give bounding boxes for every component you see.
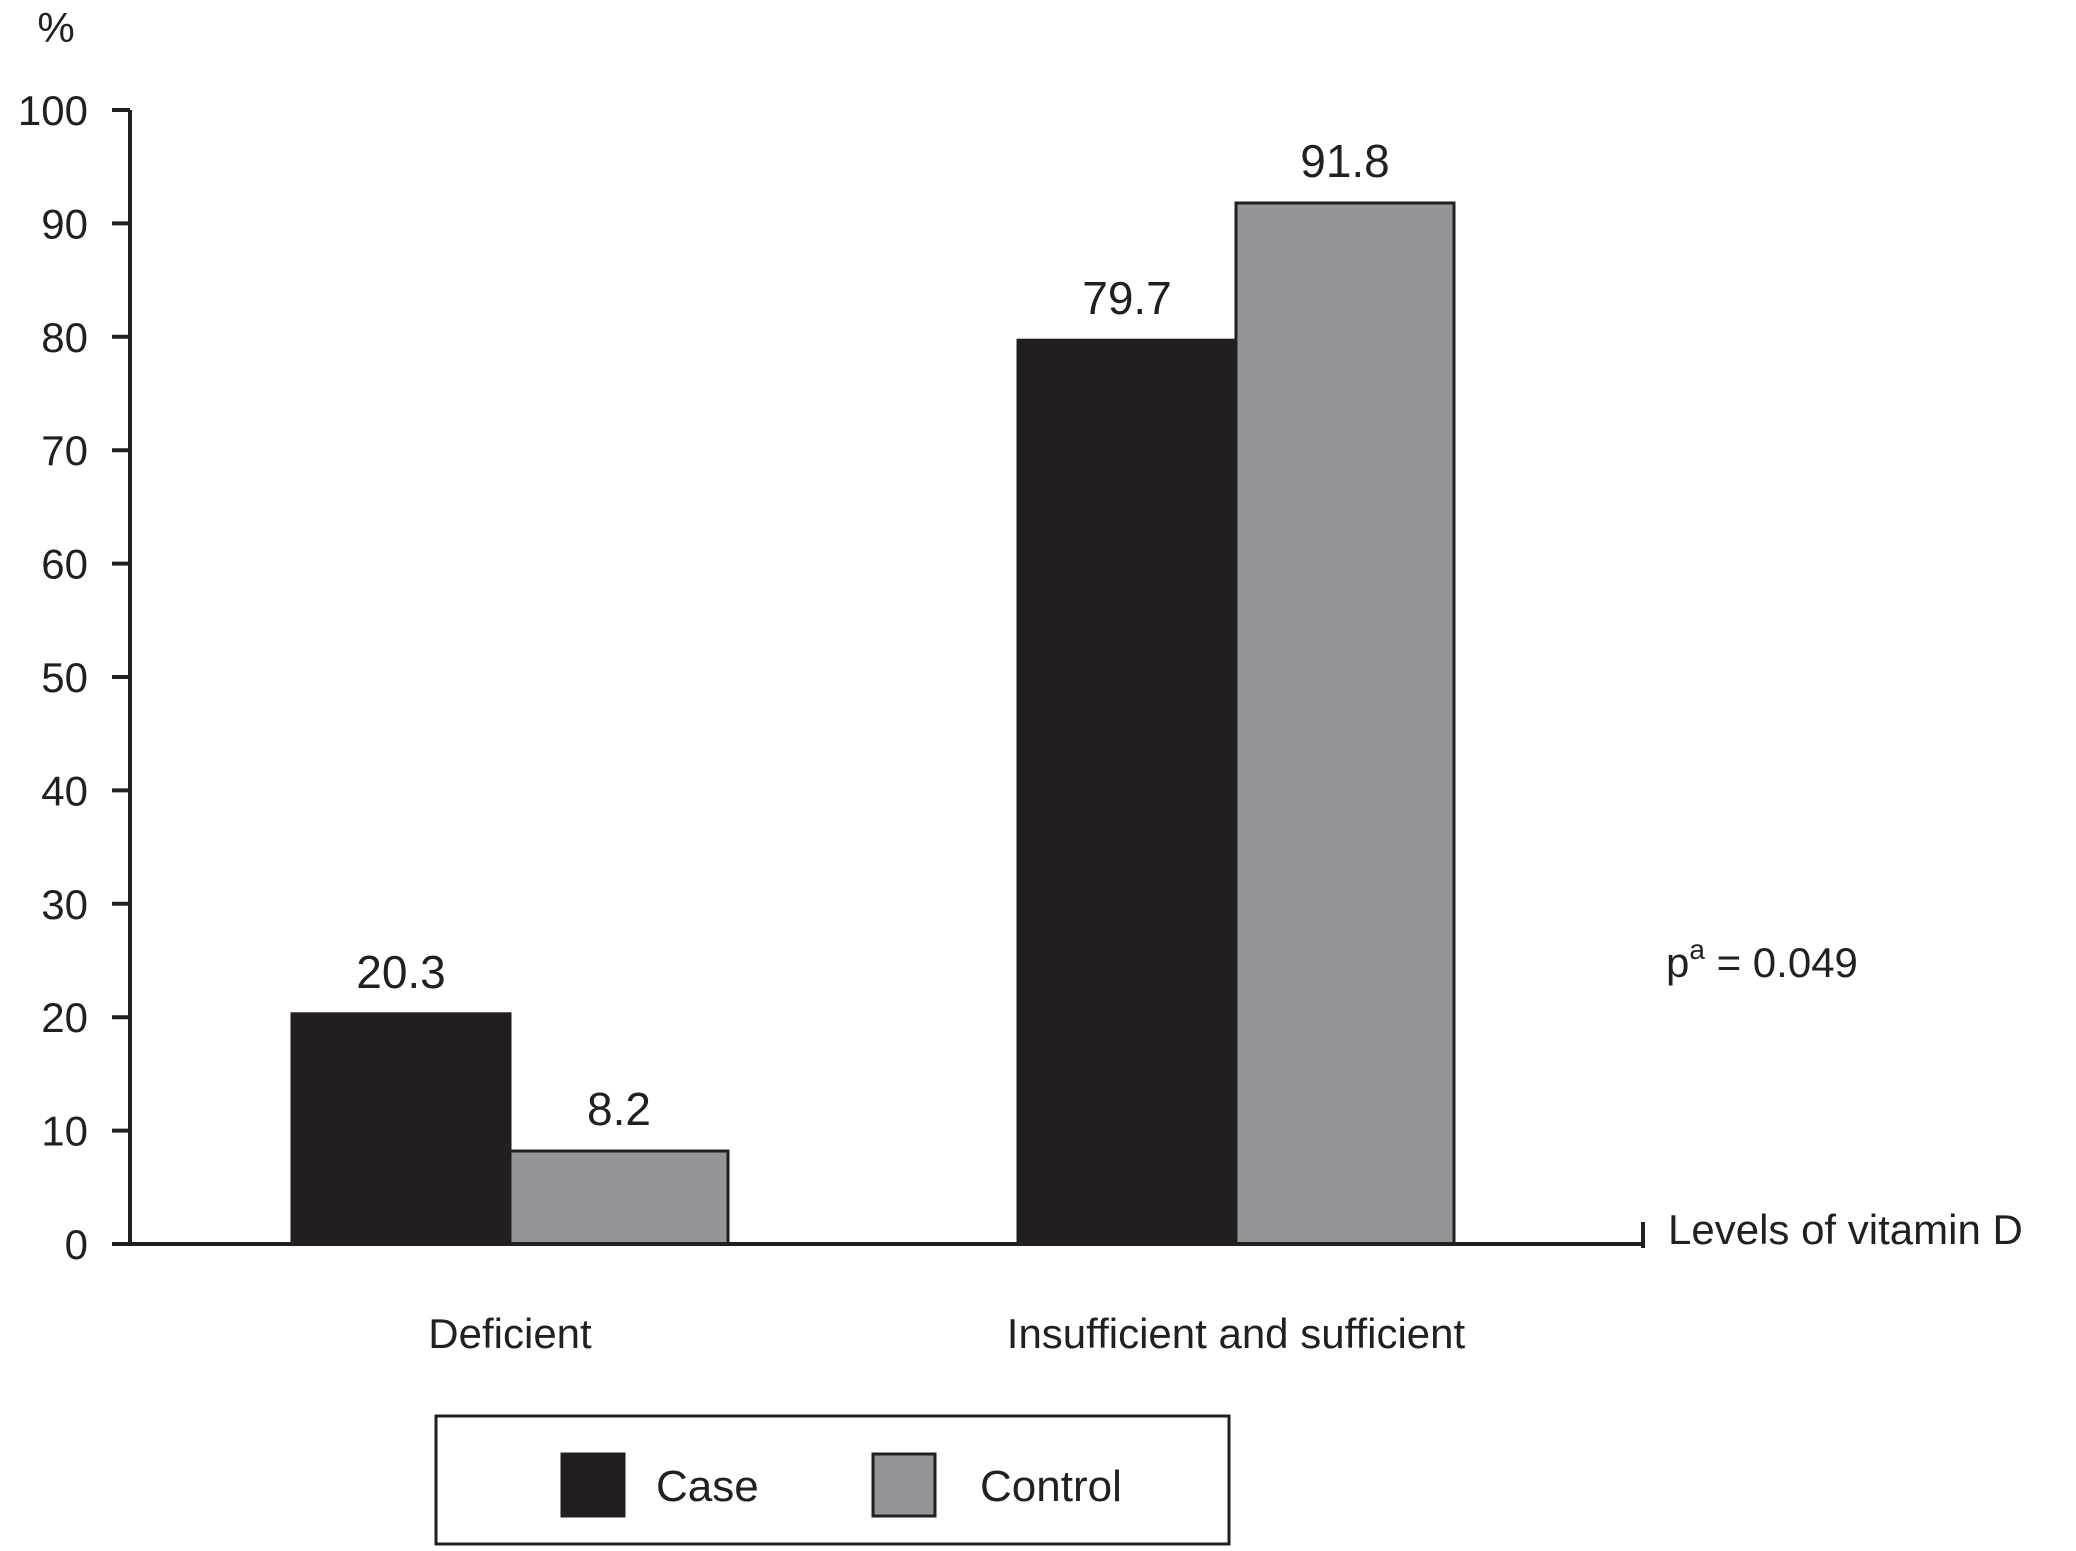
y-tick-label: 30 [41,881,88,928]
y-tick-label: 80 [41,314,88,361]
p-value-prefix: p [1666,939,1689,986]
data-labels: 20.3 8.2 79.7 91.8 [356,135,1390,1135]
y-tick-label: 70 [41,427,88,474]
x-category-label: Deficient [428,1310,592,1357]
p-value-annotation: pa = 0.049 [1666,934,1858,986]
x-category-label: Insufficient and sufficient [1007,1310,1466,1357]
y-axis-title: % [37,4,74,51]
legend-swatch-control [871,1452,937,1518]
bar-case-2 [1016,338,1238,1246]
data-label-case-1: 20.3 [356,946,446,998]
bar-case-1 [290,1012,512,1246]
bar-control-2 [1234,201,1456,1246]
legend-label-case: Case [656,1462,759,1511]
bars [290,201,1456,1246]
x-axis: Deficient Insufficient and sufficient [126,1222,1645,1357]
y-tick-label: 20 [41,994,88,1041]
y-tick-label: 10 [41,1108,88,1155]
y-tick-label: 60 [41,541,88,588]
data-label-case-2: 79.7 [1082,272,1172,324]
legend-swatch-case [560,1452,626,1518]
y-tick-label: 90 [41,200,88,247]
y-tick-label: 50 [41,654,88,701]
data-label-control-2: 91.8 [1300,135,1390,187]
y-axis: 0 10 20 30 40 50 60 70 80 90 100 [18,87,132,1268]
y-tick-label: 40 [41,767,88,814]
p-value-superscript: a [1689,934,1705,965]
y-tick-label: 0 [65,1221,88,1268]
x-axis-title: Levels of vitamin D [1668,1206,2023,1253]
data-label-control-1: 8.2 [587,1083,651,1135]
bar-control-1 [508,1149,730,1246]
legend: Case Control [434,1414,1231,1546]
legend-label-control: Control [980,1462,1122,1511]
p-value-suffix: = 0.049 [1705,939,1858,986]
y-tick-label: 100 [18,87,88,134]
